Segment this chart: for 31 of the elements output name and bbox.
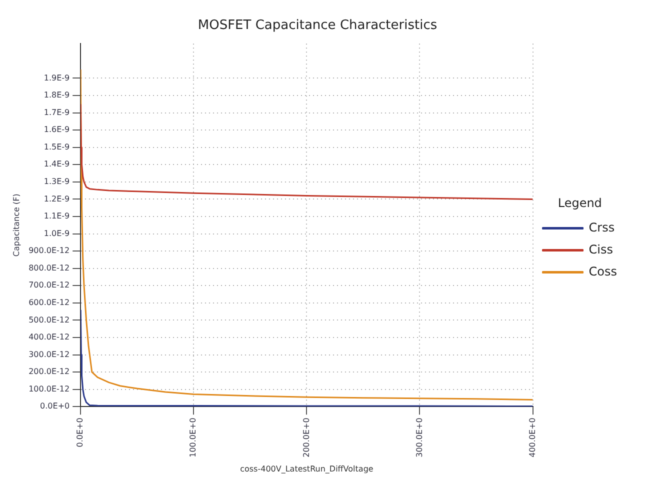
y-tick-label: 1.6E-9 <box>44 125 70 134</box>
y-tick-label: 1.4E-9 <box>44 160 70 169</box>
y-tick-label: 1.0E-9 <box>44 228 70 238</box>
legend-label: Coss <box>588 264 618 278</box>
y-tick-label: 400.0E-12 <box>28 332 70 342</box>
y-tick-label: 700.0E-12 <box>28 280 70 290</box>
y-tick-label: 800.0E-12 <box>28 263 70 272</box>
x-tick-label: 300.0E+0 <box>414 418 424 458</box>
y-tick-label: 1.7E-9 <box>44 108 70 117</box>
x-axis-title: coss-400V_LatestRun_DiffVoltage <box>240 464 374 474</box>
y-tick-label: 1.9E-9 <box>44 73 70 82</box>
y-tick-label: 900.0E-12 <box>28 246 70 256</box>
y-tick-label: 300.0E-12 <box>28 350 70 359</box>
x-tick-label: 100.0E+0 <box>188 418 198 458</box>
y-tick-label: 1.2E-9 <box>44 194 70 204</box>
x-tick-label: 400.0E+0 <box>528 418 537 458</box>
y-tick-label: 1.8E-9 <box>44 90 70 100</box>
y-tick-label: 1.3E-9 <box>44 176 70 186</box>
y-tick-label: 1.5E-9 <box>44 142 70 152</box>
legend-label: Ciss <box>588 242 613 256</box>
x-tick-label: 200.0E+0 <box>302 418 311 458</box>
legend-title: Legend <box>558 196 602 210</box>
legend-label: Crss <box>588 220 615 234</box>
y-axis-title: Capacitance (F) <box>12 194 21 257</box>
chart-title: MOSFET Capacitance Characteristics <box>198 18 438 34</box>
y-tick-label: 100.0E-12 <box>28 384 70 394</box>
y-tick-label: 500.0E-12 <box>28 315 70 324</box>
y-tick-label: 200.0E-12 <box>28 367 70 376</box>
y-tick-label: 1.1E-9 <box>44 212 70 221</box>
y-tick-label: 0.0E+0 <box>40 402 70 411</box>
y-tick-label: 600.0E-12 <box>28 298 70 307</box>
